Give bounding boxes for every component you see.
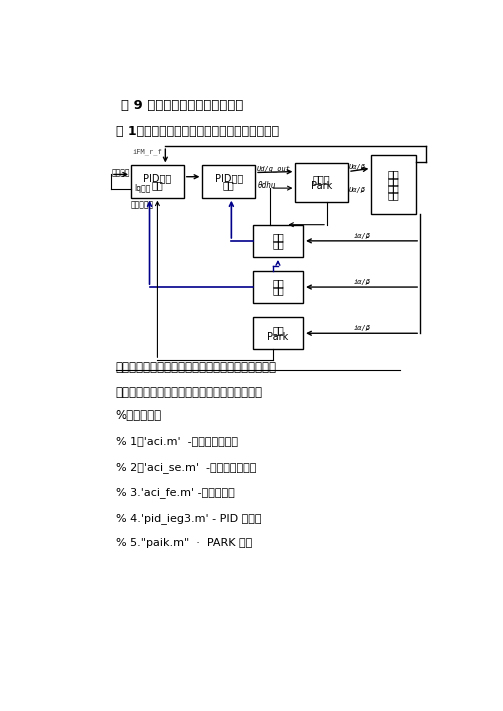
Text: 估计: 估计 — [272, 232, 284, 242]
Text: % 4.'pid_ieg3.m' - PID 控制器: % 4.'pid_ieg3.m' - PID 控制器 — [116, 513, 261, 523]
Text: PID调节: PID调节 — [143, 173, 172, 183]
Text: 变换: 变换 — [272, 325, 284, 335]
Text: % 2．'aci_se.m'  -开环速度估计器: % 2．'aci_se.m' -开环速度估计器 — [116, 462, 256, 473]
Text: iα/β: iα/β — [354, 232, 371, 239]
Bar — [253, 317, 303, 349]
Text: % 5."paik.m"  ·  PARK 变换: % 5."paik.m" · PARK 变换 — [116, 538, 252, 548]
Bar — [253, 271, 303, 303]
Text: Iq参考: Iq参考 — [134, 184, 150, 193]
Text: 估计: 估计 — [272, 279, 284, 289]
Text: Uα/β: Uα/β — [349, 164, 366, 170]
Text: % 1．'aci.m'  -感应电动机模型: % 1．'aci.m' -感应电动机模型 — [116, 437, 237, 447]
Bar — [253, 225, 303, 257]
Bar — [202, 166, 255, 198]
Text: Ud/q_out: Ud/q_out — [257, 165, 291, 172]
Text: 感应电动机无速度传感器直接磁场定向控制仿真: 感应电动机无速度传感器直接磁场定向控制仿真 — [116, 386, 263, 400]
Text: Park: Park — [267, 332, 289, 342]
Text: 电机: 电机 — [388, 169, 400, 179]
Text: 估计的速度: 估计的速度 — [131, 201, 154, 209]
Text: 交流: 交流 — [388, 183, 400, 193]
Text: % 3.'aci_fe.m' -磁通估计器: % 3.'aci_fe.m' -磁通估计器 — [116, 487, 234, 498]
Text: Park: Park — [311, 181, 332, 191]
Text: 感应: 感应 — [388, 176, 400, 186]
Text: iFM_r_f: iFM_r_f — [133, 149, 162, 156]
Text: %相关模块：: %相关模块： — [116, 410, 161, 422]
Text: 速度: 速度 — [272, 286, 284, 296]
Text: 速度参考: 速度参考 — [112, 169, 130, 178]
Text: iα/β: iα/β — [354, 325, 371, 331]
Text: 电流: 电流 — [223, 180, 234, 190]
Text: Uα/β: Uα/β — [349, 188, 366, 193]
Text: 磁通: 磁通 — [272, 240, 284, 250]
Text: 三相: 三相 — [388, 190, 400, 200]
Text: PID调节: PID调节 — [215, 173, 243, 183]
Text: 感应电动机无速度传感器直接磁场定向控制仿真框图: 感应电动机无速度传感器直接磁场定向控制仿真框图 — [116, 361, 277, 374]
Text: 例 1、基于无速度传感器的感应电动机控制仿真: 例 1、基于无速度传感器的感应电动机控制仿真 — [116, 124, 279, 138]
Bar — [131, 166, 184, 198]
Text: θdhu: θdhu — [258, 181, 276, 190]
Bar — [295, 163, 348, 202]
Text: 速度: 速度 — [151, 180, 163, 190]
Text: iα/β: iα/β — [354, 279, 371, 285]
Bar — [371, 156, 416, 214]
Text: 逆变换: 逆变换 — [313, 174, 330, 184]
Text: 第 9 章交流感应电动机控制方法: 第 9 章交流感应电动机控制方法 — [121, 99, 243, 112]
